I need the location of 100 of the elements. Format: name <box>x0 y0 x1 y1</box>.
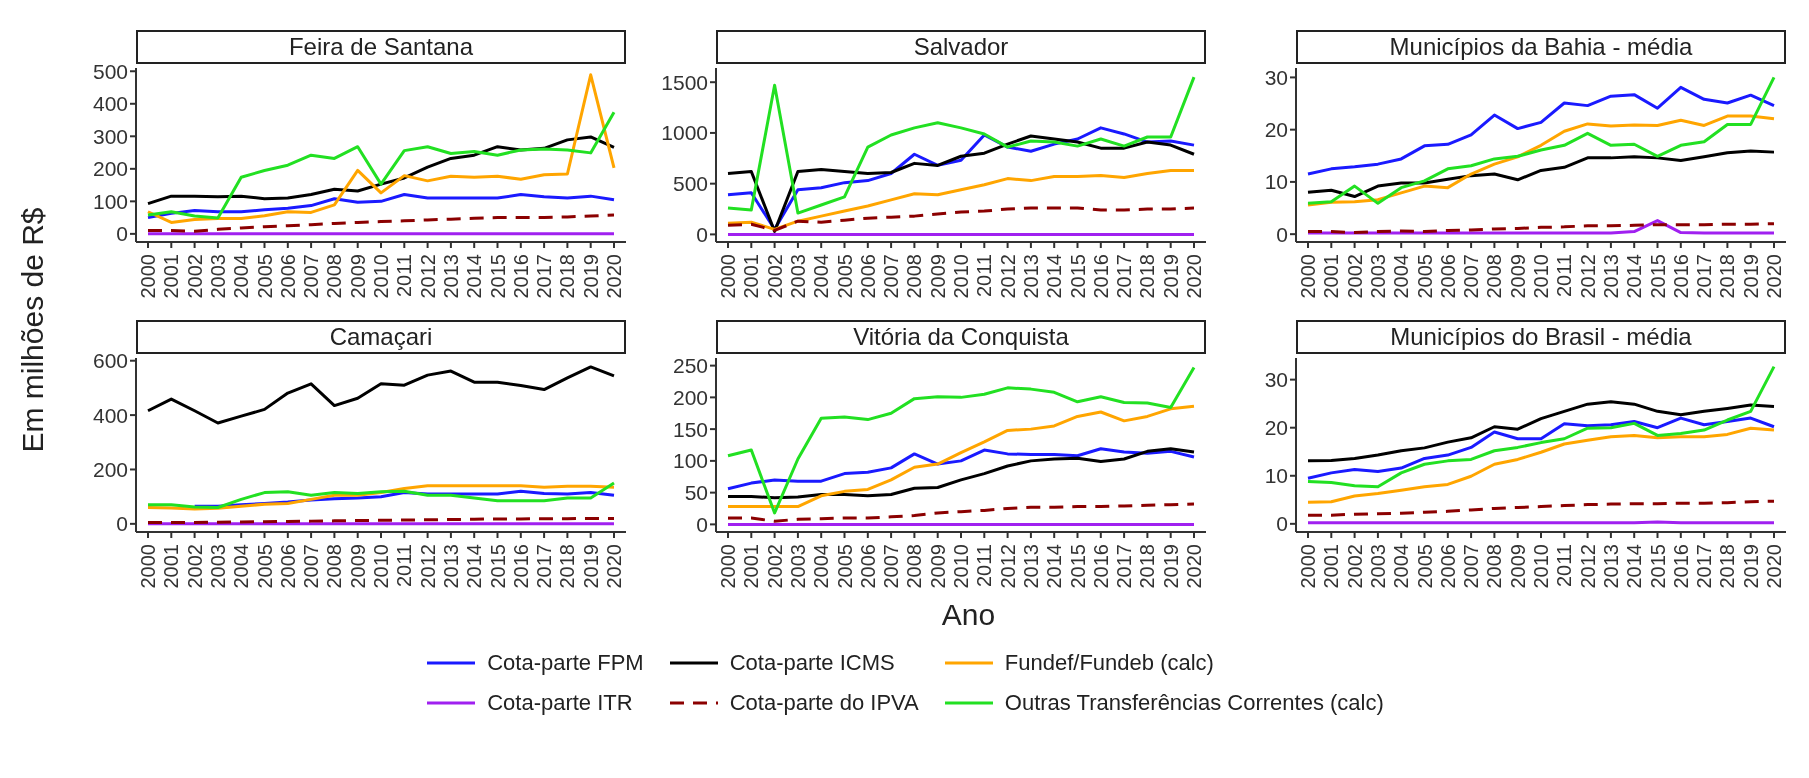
line-series <box>726 75 1196 215</box>
x-tick-label: 2014 <box>1043 544 1066 589</box>
x-tick-label: 2010 <box>1530 254 1552 299</box>
x-tick-label: 2011 <box>393 544 416 588</box>
x-tick-label: 2013 <box>1019 544 1042 589</box>
x-tick-label: 2018 <box>1716 254 1739 299</box>
line-series <box>146 365 616 425</box>
line-series <box>146 213 616 233</box>
x-tick-label: 2019 <box>1739 254 1762 299</box>
line-series <box>1306 75 1776 205</box>
x-tick-label: 2019 <box>1739 544 1762 589</box>
x-tick-label: 2013 <box>439 254 462 299</box>
x-tick-label: 2010 <box>950 544 972 589</box>
x-tick-label: 2018 <box>1136 254 1159 299</box>
x-tick-label: 2006 <box>276 254 299 299</box>
x-tick-label: 2016 <box>1089 544 1112 589</box>
x-tick-label: 2000 <box>717 544 739 589</box>
x-tick-label: 2003 <box>786 254 809 299</box>
x-tick-label: 2017 <box>1693 544 1716 589</box>
y-tick-label: 400 <box>92 403 128 427</box>
x-tick-label: 2004 <box>230 544 253 589</box>
y-tick-label: 0 <box>116 222 128 246</box>
y-tick-label: 250 <box>672 354 708 378</box>
x-tick-label: 2011 <box>1553 544 1576 588</box>
x-tick-label: 2005 <box>253 544 276 589</box>
x-tick-label: 2003 <box>1366 254 1389 299</box>
legend-label: Cota-parte ICMS <box>729 650 895 676</box>
x-tick-label: 2010 <box>950 254 972 299</box>
y-tick-label: 0 <box>696 222 708 246</box>
x-tick-label: 2014 <box>463 544 486 589</box>
x-tick-label: 2005 <box>253 254 276 299</box>
x-tick-label: 2010 <box>1530 544 1552 589</box>
y-tick-label: 10 <box>1264 170 1288 194</box>
x-tick-label: 2015 <box>1066 254 1089 299</box>
x-tick-label: 2013 <box>439 544 462 589</box>
x-tick-label: 2004 <box>1390 254 1413 299</box>
x-tick-label: 2003 <box>786 544 809 589</box>
y-tick-label: 600 <box>92 349 128 373</box>
x-tick-label: 2003 <box>206 544 229 589</box>
x-tick-label: 2001 <box>1320 544 1343 589</box>
y-tick-label: 500 <box>672 172 708 196</box>
x-tick-label: 2018 <box>1136 544 1159 589</box>
x-tick-label: 2017 <box>1113 254 1136 299</box>
y-tick-label: 20 <box>1264 118 1288 142</box>
line-series <box>1306 426 1776 504</box>
x-tick-label: 2016 <box>1669 254 1692 299</box>
x-tick-label: 2020 <box>1183 544 1205 589</box>
line-series <box>726 502 1196 523</box>
x-tick-label: 2009 <box>346 254 369 299</box>
x-tick-label: 2013 <box>1599 254 1622 299</box>
x-tick-label: 2008 <box>323 254 346 299</box>
x-tick-label: 2006 <box>856 254 879 299</box>
y-tick-label: 0 <box>1276 512 1288 536</box>
x-tick-label: 2007 <box>880 544 903 589</box>
x-tick-label: 2014 <box>1623 544 1646 589</box>
y-tick-label: 1500 <box>661 70 708 94</box>
x-tick-label: 2012 <box>416 544 439 589</box>
x-tick-label: 2009 <box>1506 544 1529 589</box>
x-tick-label: 2013 <box>1599 544 1622 589</box>
line-series <box>726 366 1196 515</box>
x-tick-label: 2005 <box>833 254 856 299</box>
y-tick-label: 400 <box>92 92 128 116</box>
x-tick-label: 2004 <box>810 544 833 589</box>
x-tick-label: 2017 <box>1113 544 1136 589</box>
x-tick-label: 2005 <box>833 544 856 589</box>
x-tick-label: 2006 <box>1436 254 1459 299</box>
x-tick-label: 2018 <box>556 254 579 299</box>
x-tick-label: 2009 <box>346 544 369 589</box>
x-tick-label: 2018 <box>1716 544 1739 589</box>
x-tick-label: 2010 <box>370 544 392 589</box>
legend-label: Cota-parte FPM <box>487 650 644 676</box>
legend-label: Cota-parte do IPVA <box>729 690 919 716</box>
y-tick-label: 0 <box>696 512 708 536</box>
chart-title: Municípios da Bahia - média <box>1296 30 1786 64</box>
x-tick-label: 2007 <box>300 544 323 589</box>
legend-label: Fundef/Fundeb (calc) <box>1004 650 1214 676</box>
y-tick-label: 50 <box>684 481 708 505</box>
x-tick-label: 2020 <box>1763 254 1785 299</box>
x-tick-label: 2003 <box>1366 544 1389 589</box>
y-tick-label: 100 <box>672 449 708 473</box>
x-tick-label: 2002 <box>183 544 206 589</box>
line-series <box>726 447 1196 491</box>
x-tick-label: 2008 <box>903 544 926 589</box>
line-series <box>1306 149 1776 199</box>
x-tick-label: 2004 <box>810 254 833 299</box>
legend-label: Outras Transferências Correntes (calc) <box>1004 690 1384 716</box>
y-tick-label: 200 <box>672 385 708 409</box>
x-tick-label: 2001 <box>1320 254 1343 299</box>
x-tick-label: 2000 <box>1297 254 1319 299</box>
line-series <box>726 206 1196 232</box>
x-tick-label: 2000 <box>717 254 739 299</box>
x-tick-label: 2001 <box>740 254 763 299</box>
x-tick-label: 2002 <box>763 544 786 589</box>
x-tick-label: 2017 <box>533 254 556 299</box>
x-tick-label: 2020 <box>1183 254 1205 299</box>
x-tick-label: 2001 <box>740 544 763 589</box>
line-series <box>1306 400 1776 463</box>
line-series <box>1306 416 1776 480</box>
x-tick-label: 2009 <box>1506 254 1529 299</box>
line-series <box>1306 499 1776 517</box>
